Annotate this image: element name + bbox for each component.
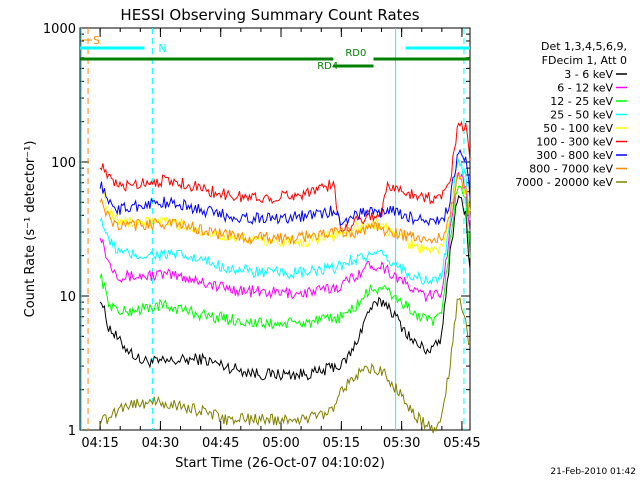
x-tick-label: 04:15 bbox=[81, 436, 118, 451]
y-axis-label: Count Rate (s⁻¹ detector⁻¹) bbox=[23, 141, 38, 318]
x-tick-label: 05:30 bbox=[383, 436, 420, 451]
vertical-markers bbox=[80, 28, 465, 430]
x-tick-label: 05:15 bbox=[323, 436, 360, 451]
series-line bbox=[99, 120, 471, 232]
chart-title: HESSI Observing Summary Count Rates bbox=[120, 6, 419, 24]
legend-entry-label: 100 - 300 keV bbox=[536, 136, 613, 149]
x-tick-labels: 04:15 04:30 04:45 05:00 05:15 05:30 05:45 bbox=[81, 436, 480, 451]
legend-entry-label: 3 - 6 keV bbox=[564, 68, 613, 81]
legend-entry-label: 25 - 50 keV bbox=[550, 109, 613, 122]
x-tick-label: 05:45 bbox=[443, 436, 480, 451]
x-tick-label: 05:00 bbox=[262, 436, 299, 451]
axis-ticks bbox=[79, 27, 470, 431]
series-line bbox=[99, 185, 471, 330]
series-line bbox=[99, 172, 471, 246]
attenuator-flag-label: S bbox=[93, 34, 100, 47]
series-lines bbox=[99, 120, 471, 434]
series-line bbox=[99, 172, 471, 302]
legend-entry-label: 300 - 800 keV bbox=[536, 149, 613, 162]
night-flag-label: N bbox=[158, 42, 166, 55]
series-line bbox=[99, 297, 471, 434]
plot-frame bbox=[79, 27, 471, 431]
annotations: S N RD0 RD4 bbox=[80, 34, 470, 72]
legend: Det 1,3,4,5,6,9,FDecim 1, Att 03 - 6 keV… bbox=[515, 40, 627, 189]
legend-title-line: FDecim 1, Att 0 bbox=[542, 54, 627, 67]
legend-title-line: Det 1,3,4,5,6,9, bbox=[541, 40, 627, 53]
x-tick-label: 04:30 bbox=[142, 436, 179, 451]
y-tick-label: 10 bbox=[59, 290, 76, 305]
rd0-label: RD0 bbox=[345, 48, 366, 59]
y-tick-label: 100 bbox=[51, 156, 76, 171]
y-tick-label: 1000 bbox=[43, 22, 76, 37]
legend-entry-label: 800 - 7000 keV bbox=[529, 163, 613, 176]
legend-entry-label: 12 - 25 keV bbox=[550, 95, 613, 108]
legend-entry-label: 6 - 12 keV bbox=[557, 82, 613, 95]
y-tick-label: 1 bbox=[68, 424, 76, 439]
legend-entry-label: 50 - 100 keV bbox=[543, 122, 613, 135]
series-line bbox=[99, 148, 471, 227]
legend-entry-label: 7000 - 20000 keV bbox=[515, 176, 613, 189]
series-line bbox=[99, 158, 471, 286]
x-axis-label: Start Time (26-Oct-07 04:10:02) bbox=[175, 456, 385, 471]
footer-date: 21-Feb-2010 01:42 bbox=[550, 467, 636, 477]
series-line bbox=[99, 194, 471, 381]
y-tick-labels: 1 10 100 1000 bbox=[43, 22, 76, 439]
rd4-label: RD4 bbox=[317, 61, 338, 72]
x-tick-label: 04:45 bbox=[202, 436, 239, 451]
series-line bbox=[99, 175, 471, 256]
